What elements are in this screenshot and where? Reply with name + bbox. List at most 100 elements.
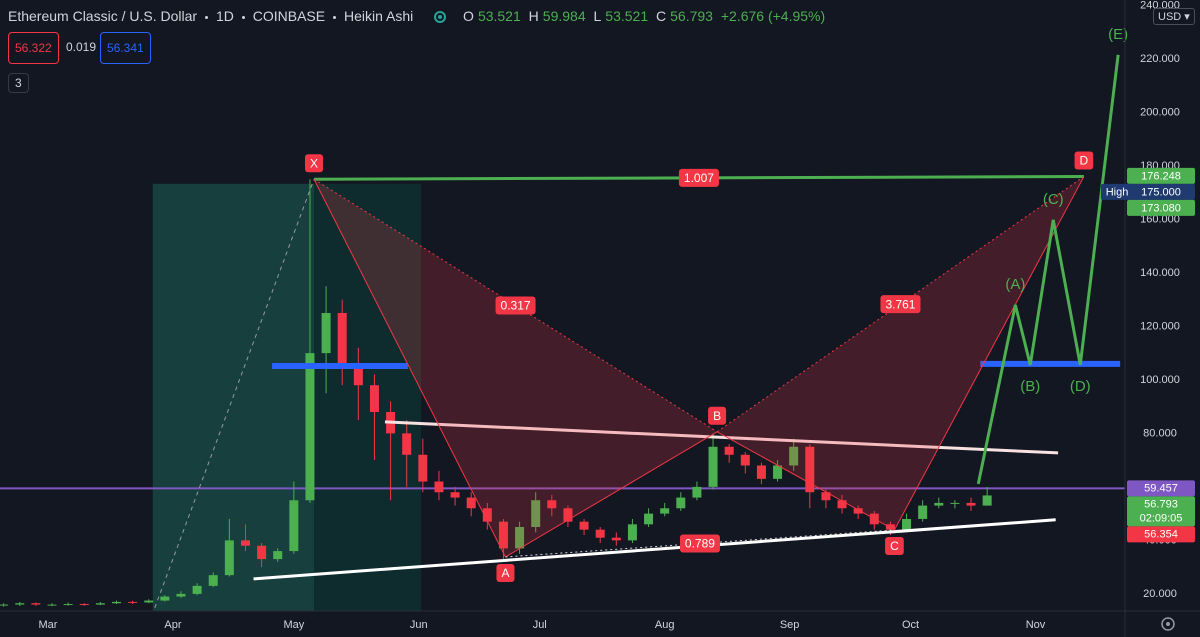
position-zone	[314, 183, 422, 611]
y-tick-label: 100.000	[1140, 374, 1180, 386]
candle-body	[611, 537, 621, 541]
ohlc-key: L	[593, 8, 602, 24]
candle-body	[402, 433, 412, 455]
header: Ethereum Classic / U.S. Dollar 1D COINBA…	[8, 8, 829, 24]
candle-body	[289, 500, 299, 552]
candle-body	[805, 446, 815, 493]
ohlc-value: 56.793	[670, 8, 713, 24]
candle-body	[79, 604, 89, 606]
settings-icon-center	[1166, 622, 1170, 626]
candle-body	[756, 465, 766, 479]
candle-body	[934, 502, 944, 506]
candle-body	[821, 492, 831, 501]
candle-body	[579, 521, 589, 530]
candle-body	[0, 604, 9, 606]
countdown: 02:09:05	[1140, 513, 1183, 525]
pattern-point-label-box	[304, 154, 324, 173]
currency-select[interactable]: USD ▾	[1153, 8, 1195, 25]
candle-body	[95, 603, 105, 605]
pattern-point-label: D	[1080, 154, 1089, 168]
candle-body	[531, 500, 541, 528]
indicators-count: 3	[15, 76, 22, 90]
settings-button[interactable]	[1161, 617, 1175, 631]
wave-label: (E)	[1108, 26, 1128, 43]
candle-body	[644, 513, 654, 525]
candle-body	[853, 508, 863, 514]
pattern-ratio: 0.789	[685, 537, 715, 551]
candle-body	[498, 521, 508, 549]
pattern-ratio-line	[313, 178, 718, 433]
pattern-ratio-box	[880, 295, 921, 314]
candle-body	[418, 454, 428, 482]
candle-body	[789, 446, 799, 466]
candle-body	[257, 545, 267, 560]
candle-body	[176, 593, 186, 597]
indicators-toggle[interactable]: 3	[8, 73, 29, 93]
chart-style: Heikin Ashi	[344, 8, 414, 24]
candle-body	[740, 454, 750, 466]
y-tick-label: 220.000	[1140, 53, 1180, 65]
pattern-point-label-box	[496, 563, 515, 582]
price-tag-label: 56.354	[1144, 529, 1178, 541]
pattern-ratio-box	[679, 534, 720, 553]
candle-body	[192, 585, 202, 594]
candle-body	[595, 529, 605, 538]
candle-body	[982, 495, 992, 506]
candle-body	[547, 500, 557, 509]
candle-body	[144, 600, 154, 603]
pattern-fill	[314, 179, 718, 557]
candle-body	[47, 604, 57, 606]
candle-body	[466, 497, 476, 509]
pattern-point-label: C	[890, 539, 899, 553]
price-tag-label: 175.000	[1141, 186, 1181, 198]
pattern-leg	[505, 431, 718, 558]
x-tick-label: Jun	[410, 619, 428, 631]
candle-body	[273, 551, 283, 560]
pattern-point-label: X	[310, 156, 318, 170]
pattern-point-label-box	[1074, 151, 1094, 170]
price-tag	[1127, 496, 1195, 527]
currency: USD	[1158, 11, 1182, 23]
trend-line	[384, 420, 1059, 455]
x-tick-label: Sep	[780, 619, 800, 631]
ohlc-key: H	[528, 8, 539, 24]
wave-label: (C)	[1043, 191, 1064, 208]
symbol[interactable]: Ethereum Classic / U.S. Dollar	[8, 8, 198, 24]
candle-body	[515, 527, 525, 549]
x-tick-label: May	[283, 619, 304, 631]
x-tick-label: Aug	[655, 619, 675, 631]
candle-body	[128, 601, 138, 603]
candle-body	[31, 603, 41, 605]
interval[interactable]: 1D	[215, 8, 234, 24]
status-icon	[434, 11, 447, 24]
candle-body	[724, 446, 734, 455]
price-tag-label: 176.248	[1141, 170, 1181, 182]
candle-body	[837, 500, 847, 509]
candle-body	[369, 385, 379, 412]
candle-body	[966, 502, 976, 506]
candle-body	[563, 508, 573, 522]
candle-body	[337, 312, 347, 367]
y-tick-label: 200.000	[1140, 106, 1180, 118]
price-tag	[1127, 526, 1195, 543]
x-tick-label: Nov	[1026, 619, 1046, 631]
ohlc-key: C	[656, 8, 667, 24]
candle-body	[482, 508, 492, 522]
pattern-ratio: 3.761	[885, 297, 915, 311]
y-tick-label: 20.000	[1143, 588, 1177, 600]
candle-body	[63, 604, 73, 606]
trend-line	[253, 518, 1056, 581]
y-tick-label: 80.000	[1143, 427, 1177, 439]
plot-area	[0, 175, 1125, 611]
wave-line	[976, 54, 1120, 485]
sell-button[interactable]: 56.322	[8, 32, 59, 64]
ohlc-value: 53.521	[605, 8, 649, 24]
candle-body	[305, 353, 315, 501]
wave-label: (D)	[1070, 378, 1091, 395]
buy-button[interactable]: 56.341	[100, 32, 151, 64]
candle-body	[627, 524, 637, 541]
change: +2.676 (+4.95%)	[720, 8, 826, 24]
candle-body	[708, 446, 718, 487]
